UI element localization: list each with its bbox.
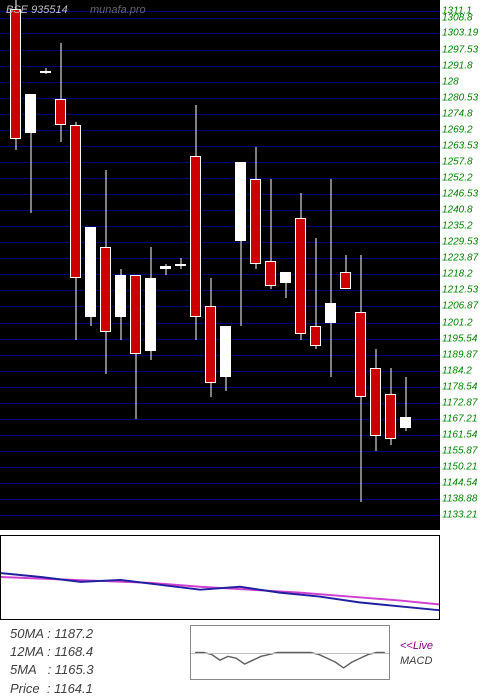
indicator-panel (0, 535, 440, 620)
source-label: munafa.pro (90, 4, 146, 16)
main-price-panel: BSE 935514 munafa.pro (0, 0, 440, 530)
macd-box (190, 625, 390, 680)
legend-50ma: 50MA : 1187.2 (10, 625, 94, 643)
candlestick-chart: BSE 935514 munafa.pro 1311.11308.81303.1… (0, 0, 500, 700)
legend-5ma: 5MA : 1165.3 (10, 661, 94, 679)
legend-price: Price : 1164.1 (10, 680, 94, 698)
macd-midline (191, 653, 389, 654)
indicator-lines (1, 536, 439, 619)
macd-live-label: <<Live (400, 640, 433, 652)
macd-label: MACD (400, 655, 432, 667)
ma-legend: 50MA : 1187.2 12MA : 1168.4 5MA : 1165.3… (10, 625, 94, 698)
ticker-label: BSE 935514 (6, 4, 68, 16)
legend-12ma: 12MA : 1168.4 (10, 643, 94, 661)
y-axis: 1311.11308.81303.191297.531291.81281280.… (440, 0, 500, 530)
